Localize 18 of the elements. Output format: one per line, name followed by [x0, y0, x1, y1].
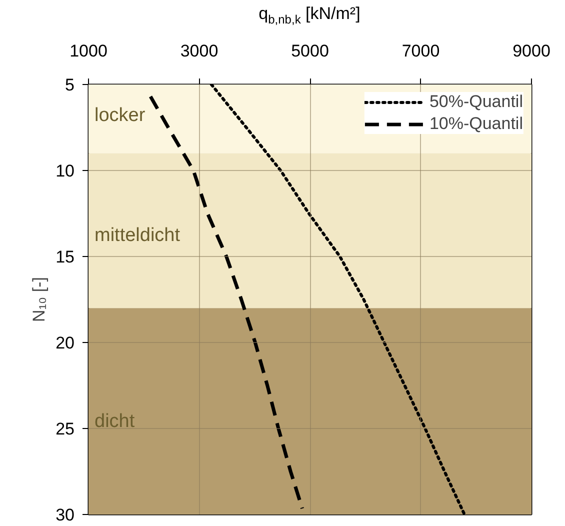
- x-tick-label: 7000: [402, 42, 440, 60]
- band-label: dicht: [94, 410, 136, 432]
- x-tick-label: 1000: [70, 42, 108, 60]
- y-tick-label: 15: [56, 248, 75, 266]
- y-axis-title: N₁₀ [-]: [30, 277, 49, 322]
- x-axis-title: q$_{b,nb,k}$ [kN/m²]: [258, 3, 360, 28]
- legend-label: 10%-Quantil: [429, 114, 523, 134]
- x-tick-label: 5000: [291, 42, 329, 60]
- x-tick-label: 9000: [512, 42, 550, 60]
- y-tick-label: 25: [56, 420, 75, 438]
- y-tick-label: 30: [56, 506, 75, 524]
- y-tick-label: 10: [56, 162, 75, 180]
- band-label: locker: [94, 104, 146, 126]
- x-tick-label: 3000: [180, 42, 218, 60]
- legend-label: 50%-Quantil: [429, 92, 523, 112]
- y-tick-label: 20: [56, 334, 75, 352]
- band-label: mitteldicht: [94, 225, 181, 246]
- y-tick-label: 5: [65, 76, 75, 94]
